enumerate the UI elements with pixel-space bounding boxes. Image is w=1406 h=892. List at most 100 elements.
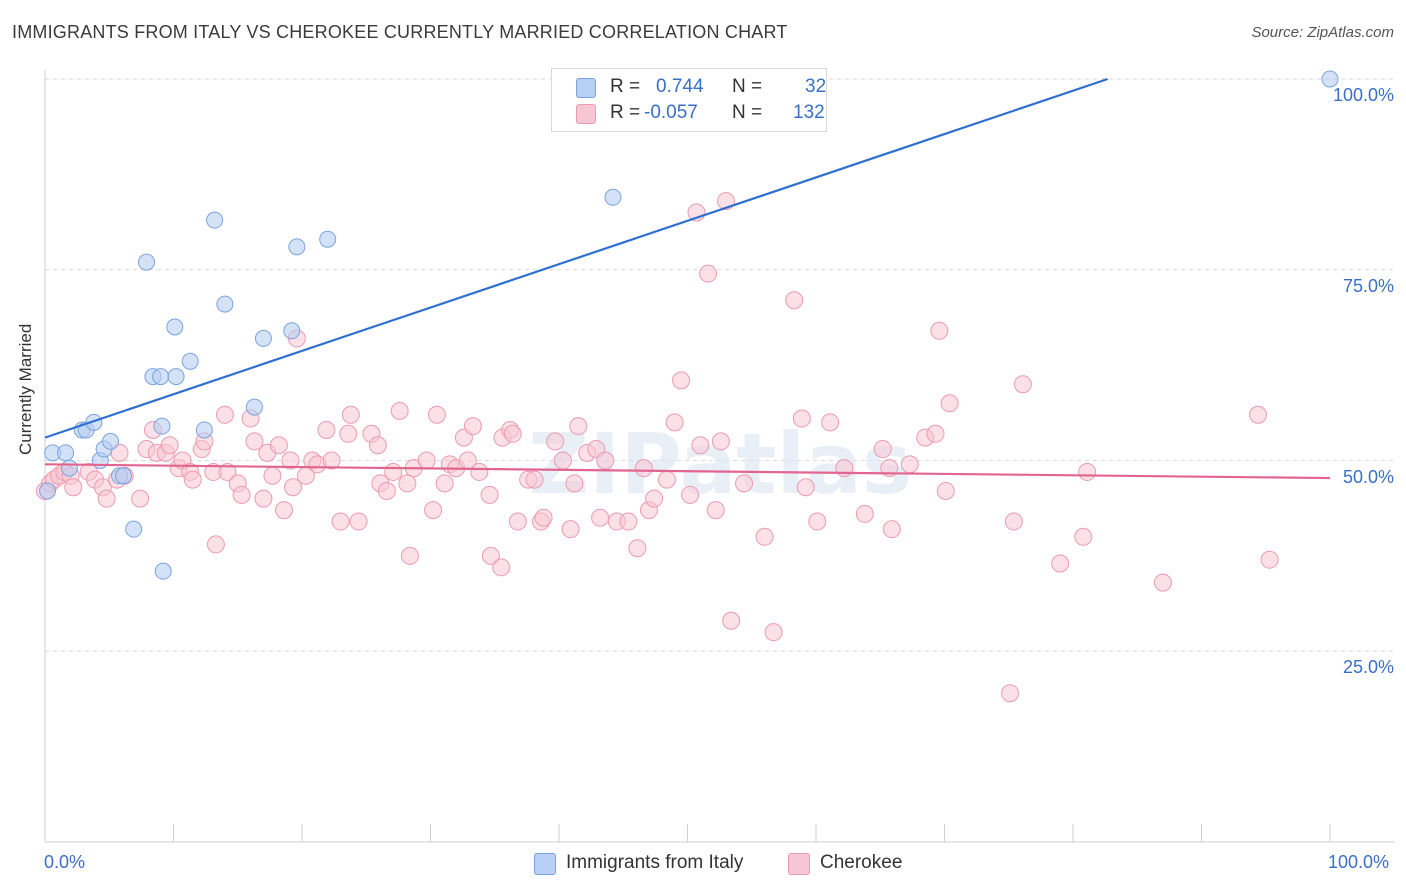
italy-point [102, 432, 120, 450]
cherokee-point [481, 546, 500, 565]
x-tick-label-max: 100.0% [1328, 852, 1390, 872]
legend-n-value: 32 [805, 76, 827, 97]
cherokee-swatch [576, 104, 596, 124]
source-label: Source: ZipAtlas.com [1251, 24, 1394, 41]
trend-layer [44, 77, 1331, 480]
italy-point [166, 318, 184, 336]
cherokee-point [183, 470, 202, 489]
cherokee-point [470, 462, 489, 481]
grid-layer [45, 78, 1395, 652]
cherokee-point [1249, 405, 1268, 424]
cherokee-point [882, 520, 901, 539]
x-tick-label-min: 0.0% [44, 852, 86, 872]
cherokee-point [645, 489, 664, 508]
cherokee-point [706, 501, 725, 520]
cherokee-point [331, 512, 350, 531]
cherokee-point [349, 512, 368, 531]
cherokee-point [417, 451, 436, 470]
cherokee-point [553, 451, 572, 470]
cherokee-point [1051, 554, 1070, 573]
cherokee-point [263, 466, 282, 485]
cherokee-point [699, 264, 718, 283]
cherokee-point [97, 489, 116, 508]
cherokee-point [900, 455, 919, 474]
cherokee-point [341, 405, 360, 424]
cherokee-point [764, 623, 783, 642]
italy-point [1321, 70, 1339, 88]
cherokee-point [796, 478, 815, 497]
cherokee-point [64, 478, 83, 497]
italy-point [39, 482, 57, 500]
italy-point [216, 295, 234, 313]
cherokee-point [735, 474, 754, 493]
cherokee-point [131, 489, 150, 508]
italy-point [57, 444, 75, 462]
italy-point [138, 253, 156, 271]
cherokee-point [339, 424, 358, 443]
cherokee-point [940, 394, 959, 413]
chart-title: IMMIGRANTS FROM ITALY VS CHEROKEE CURREN… [12, 22, 788, 42]
italy-point [60, 459, 78, 477]
cherokee-point [1260, 550, 1279, 569]
cherokee-point [435, 474, 454, 493]
cherokee-point [926, 424, 945, 443]
cherokee-point [1001, 684, 1020, 703]
cherokee-point [525, 470, 544, 489]
legend-r-label: R = [610, 102, 641, 123]
cherokee-legend-label: Cherokee [820, 852, 903, 873]
cherokee-point [390, 401, 409, 420]
correlation-legend: R = 0.744 N = 32 R = -0.057 N = 132 [551, 68, 827, 132]
italy-point [181, 352, 199, 370]
cherokee-point [657, 470, 676, 489]
cherokee-point [284, 478, 303, 497]
cherokee-point [665, 413, 684, 432]
cherokee-point [206, 535, 225, 554]
italy-point [206, 211, 224, 229]
cherokee-point [317, 420, 336, 439]
italy-point [153, 417, 171, 435]
italy-legend-swatch [534, 853, 556, 875]
cherokee-point [492, 558, 511, 577]
cherokee-point [546, 432, 565, 451]
cherokee-point [503, 424, 522, 443]
cherokee-point [377, 482, 396, 501]
cherokee-point [755, 527, 774, 546]
cherokee-point [1078, 462, 1097, 481]
cherokee-point [634, 459, 653, 478]
cherokee-point [322, 451, 341, 470]
cherokee-point [855, 504, 874, 523]
italy-point [114, 467, 132, 485]
italy-point [283, 322, 301, 340]
cherokee-point [368, 436, 387, 455]
y-tick-label: 75.0% [1342, 275, 1394, 296]
cherokee-point [384, 462, 403, 481]
cherokee-point [463, 417, 482, 436]
italy-point [167, 368, 185, 386]
cherokee-legend-swatch [788, 853, 810, 875]
cherokee-point [1013, 375, 1032, 394]
cherokee-point [672, 371, 691, 390]
italy-point [195, 421, 213, 439]
cherokee-point [565, 474, 584, 493]
cherokee-point [275, 501, 294, 520]
italy-trend-line [44, 77, 1109, 439]
legend-n-label: N = [732, 102, 763, 123]
cherokee-point [424, 501, 443, 520]
italy-point [254, 329, 272, 347]
italy-point [604, 188, 622, 206]
cherokee-point [254, 489, 273, 508]
cherokee-point [792, 409, 811, 428]
cherokee-point [245, 432, 264, 451]
cherokee-point [398, 474, 417, 493]
italy-swatch [576, 78, 596, 98]
cherokee-point [628, 539, 647, 558]
cherokee-point [427, 405, 446, 424]
legend-n-label: N = [732, 76, 763, 97]
cherokee-point [534, 508, 553, 527]
cherokee-point [160, 436, 179, 455]
cherokee-point [808, 512, 827, 531]
legend-n-value: 132 [793, 102, 825, 123]
italy-point [288, 238, 306, 256]
cherokee-point [569, 417, 588, 436]
